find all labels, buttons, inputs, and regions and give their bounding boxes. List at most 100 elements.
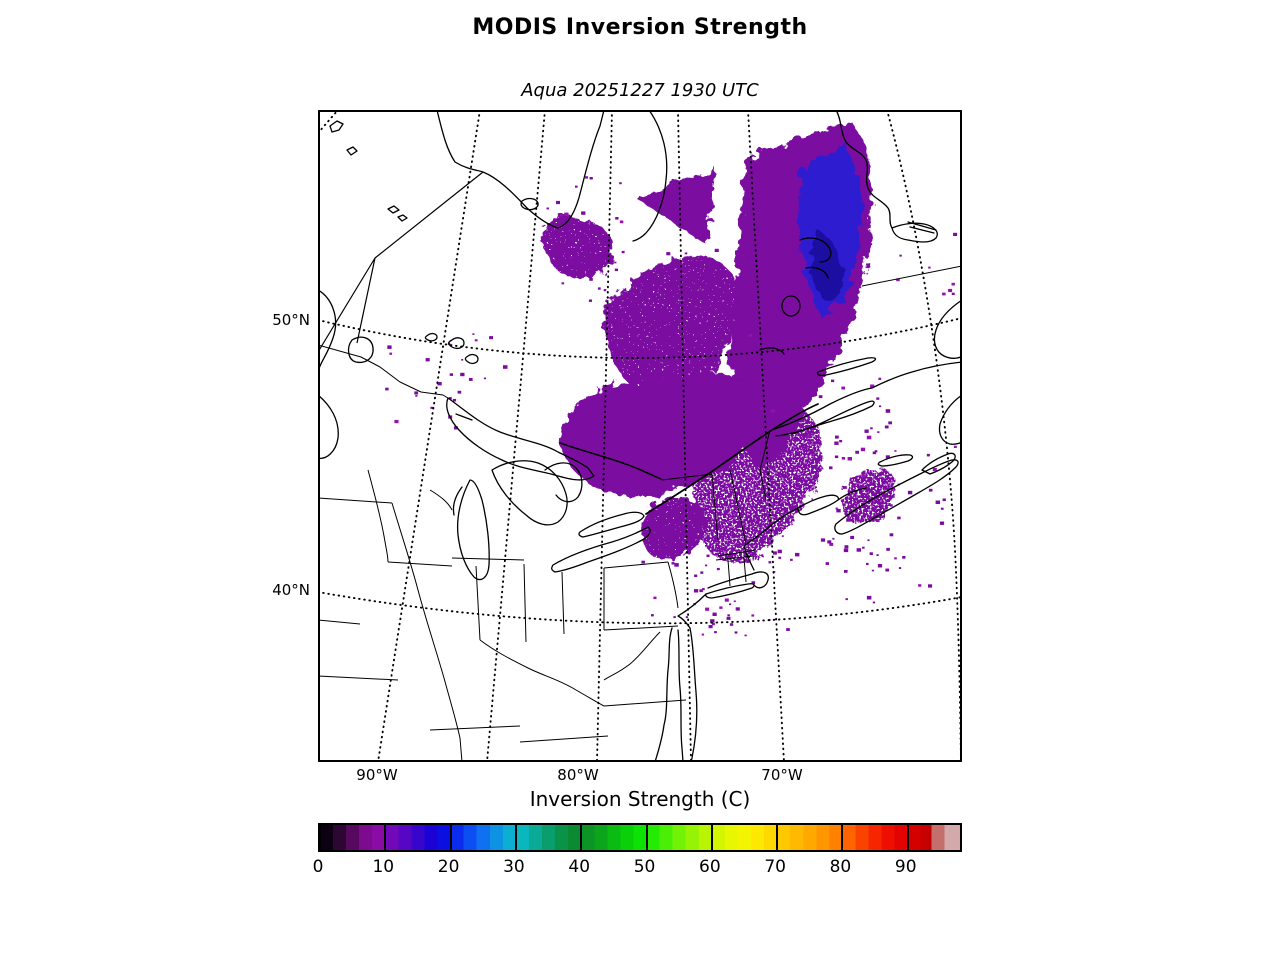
- data-speckle-dot: [850, 535, 855, 539]
- data-speckle-dot: [839, 440, 843, 443]
- colorbar-tick-line: [384, 825, 387, 850]
- ottawa-river: [559, 442, 662, 480]
- map-plot-area: [318, 110, 962, 762]
- data-speckle-dot: [639, 347, 644, 351]
- data-speckle-dot: [738, 378, 743, 382]
- data-patch-adirondacks: [641, 497, 706, 561]
- data-speckle-dot: [503, 365, 508, 369]
- meridian-75w: [677, 110, 692, 762]
- colorbar-tick-line: [645, 825, 648, 850]
- data-speckle-dot: [875, 518, 880, 522]
- data-speckle-dot: [619, 220, 624, 224]
- data-speckle-dot: [752, 307, 755, 310]
- colorbar-tick-label: 0: [312, 857, 324, 877]
- nova-scotia: [834, 459, 959, 535]
- data-speckle-dot: [699, 589, 703, 593]
- map-border-frame: [318, 110, 962, 762]
- data-speckle-dot: [951, 292, 955, 295]
- lake-michigan: [456, 479, 490, 581]
- data-speckle-dot: [472, 333, 475, 335]
- data-speckle-dot: [885, 455, 890, 459]
- data-speckle-dot: [760, 407, 763, 410]
- meridian-65w: [886, 110, 962, 762]
- colorbar-tick-label: 20: [437, 857, 460, 877]
- data-speckle-dot: [674, 563, 679, 567]
- data-speckle-dot: [724, 598, 729, 602]
- data-speckle-dot: [601, 255, 606, 259]
- border-45n-us-canada: [661, 473, 713, 481]
- data-speckle-dot: [898, 567, 902, 569]
- newfoundland-west-coast: [933, 299, 962, 445]
- data-speckle-dot: [738, 351, 742, 354]
- data-speckle-dot: [894, 557, 897, 560]
- data-speckle-dot: [888, 421, 892, 425]
- data-speckle-dot: [829, 542, 834, 546]
- data-speckle-dot: [679, 355, 683, 359]
- data-speckle-dot: [778, 556, 782, 559]
- data-speckle-dot: [597, 227, 601, 230]
- data-speckle-dot: [834, 455, 839, 459]
- meridian-80w: [596, 110, 613, 762]
- chesapeake-bay: [654, 627, 698, 762]
- data-speckle-dot: [844, 570, 848, 573]
- data-speckle-dot: [835, 507, 838, 510]
- colorbar-tick-label: 40: [568, 857, 591, 877]
- coast-left-edge-upper: [318, 289, 337, 373]
- borders-plains: [318, 497, 399, 681]
- data-speckle-dot: [781, 535, 784, 537]
- data-speckle-dot: [844, 545, 849, 549]
- colorbar-tick-label: 30: [503, 857, 525, 877]
- data-speckle-dot: [394, 419, 399, 424]
- data-speckle-dot: [829, 466, 833, 470]
- data-patch-maine-nb: [691, 396, 823, 564]
- data-speckle-dot: [825, 562, 829, 565]
- border-wisconsin-mississippi: [367, 469, 389, 563]
- data-speckle-dot: [885, 409, 891, 413]
- data-speckle-dot: [744, 634, 747, 637]
- coast-left-edge-lower: [318, 394, 339, 459]
- data-speckle-dot: [448, 397, 452, 400]
- data-speckle-dot: [676, 294, 681, 298]
- data-speckle-dot: [928, 266, 931, 269]
- data-speckle-dot: [818, 395, 823, 399]
- data-speckle-dot: [834, 441, 839, 445]
- data-speckle-dot: [468, 378, 473, 381]
- coast-labrador: [835, 110, 938, 243]
- data-speckle-dot: [673, 616, 676, 619]
- colorbar-tick-line: [514, 825, 517, 850]
- data-speckle-dot: [870, 518, 875, 522]
- borders-new-england: [711, 469, 757, 587]
- st-lawrence-north-shore: [771, 361, 962, 431]
- figure-title: MODIS Inversion Strength: [472, 15, 808, 40]
- meridian-90w: [377, 110, 481, 762]
- data-speckle-dot: [706, 554, 710, 557]
- data-speckle-dot: [899, 254, 902, 257]
- border-us-canada-west: [318, 344, 449, 399]
- data-speckle-dot: [874, 450, 878, 453]
- data-speckle-dot: [729, 395, 732, 398]
- data-speckle-dot: [885, 568, 890, 572]
- colorbar-tick-line: [449, 825, 452, 850]
- data-speckle-dot: [940, 507, 944, 510]
- prince-edward-island: [877, 454, 914, 467]
- data-speckle-dot: [886, 547, 890, 551]
- data-speckle-dot: [841, 386, 845, 390]
- lon-tick-label: 70°W: [761, 766, 803, 784]
- data-speckle-dot: [730, 286, 733, 289]
- data-speckle-dot: [597, 287, 601, 290]
- data-speckle-dot: [387, 345, 392, 349]
- data-speckle-dot: [843, 486, 847, 489]
- data-speckle-dot: [727, 614, 730, 617]
- bay-of-fundy: [797, 487, 867, 516]
- figure-subtitle: Aqua 20251227 1930 UTC: [521, 80, 759, 101]
- data-speckle-dot: [889, 504, 893, 507]
- meridian-95w: [318, 110, 339, 134]
- data-speckle-dot: [694, 574, 698, 577]
- data-speckle-dot: [872, 451, 877, 455]
- data-speckle-dot: [729, 603, 732, 606]
- data-speckle-dot: [733, 600, 736, 603]
- data-speckle-dot: [820, 538, 826, 542]
- data-speckle-dot: [953, 232, 958, 236]
- data-speckle-dot: [414, 391, 419, 395]
- georgian-bay: [544, 462, 583, 503]
